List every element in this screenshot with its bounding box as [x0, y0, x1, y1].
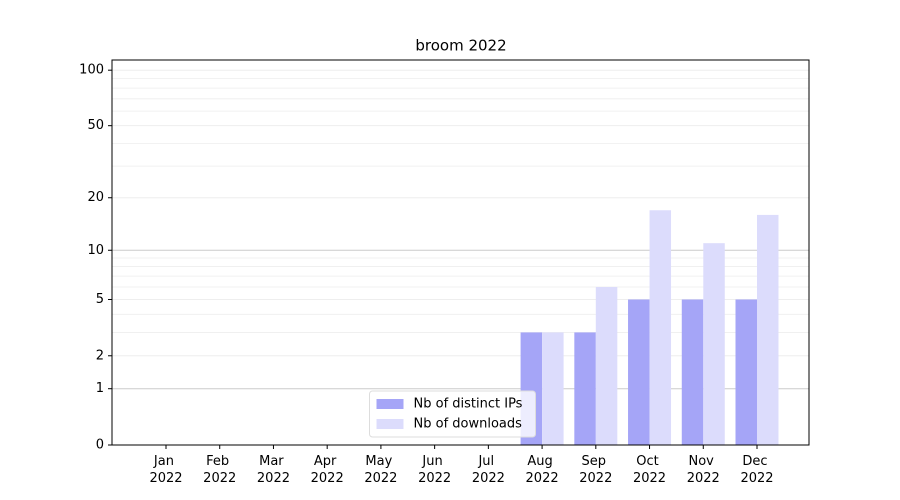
plot-frame: [111, 59, 810, 446]
bar: [735, 299, 757, 445]
legend-box: [369, 390, 536, 438]
x-tick-label: May 2022: [364, 454, 397, 486]
x-tick-label: Mar 2022: [257, 454, 290, 486]
bar: [703, 243, 725, 445]
x-tick-label: Aug 2022: [526, 454, 559, 486]
y-tick-label: 2: [96, 348, 104, 363]
bar: [757, 214, 779, 445]
bar: [628, 299, 650, 445]
x-tick-label: Apr 2022: [311, 454, 344, 486]
y-tick-label: 0: [96, 438, 104, 453]
legend-swatch: [376, 399, 404, 409]
x-tick-label: Nov 2022: [687, 454, 720, 486]
legend-label: Nb of downloads: [414, 417, 523, 432]
bar: [681, 299, 704, 445]
x-tick-label: Jul 2022: [472, 454, 505, 486]
bar: [574, 332, 596, 445]
y-tick-label: 5: [96, 292, 104, 307]
y-tick-label: 20: [87, 190, 104, 205]
x-tick-label: Jun 2022: [418, 454, 451, 486]
bar: [649, 210, 672, 445]
chart-title: broom 2022: [415, 37, 506, 55]
x-tick-label: Jan 2022: [149, 454, 182, 486]
bar: [542, 332, 564, 445]
x-tick-label: Feb 2022: [203, 454, 236, 486]
legend-swatch: [376, 419, 404, 429]
bar: [595, 286, 618, 445]
y-tick-label: 1: [96, 381, 104, 396]
legend-label: Nb of distinct IPs: [414, 397, 523, 412]
y-tick-label: 100: [79, 63, 104, 78]
x-tick-label: Oct 2022: [633, 454, 666, 486]
y-tick-label: 10: [87, 243, 104, 258]
x-tick-label: Sep 2022: [579, 454, 612, 486]
y-tick-label: 50: [87, 118, 104, 133]
x-tick-label: Dec 2022: [740, 454, 773, 486]
